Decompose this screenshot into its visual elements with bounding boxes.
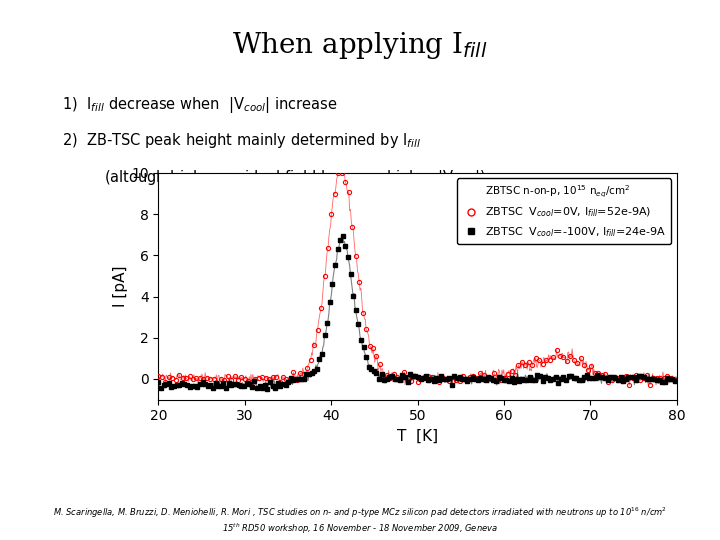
Text: M. Scaringella, M. Bruzzi, D. Meniohelli, R. Mori , TSC studies on n- and p-type: M. Scaringella, M. Bruzzi, D. Meniohelli…	[53, 505, 667, 536]
Text: 2)  ZB-TSC peak height mainly determined by I$_{fill}$: 2) ZB-TSC peak height mainly determined …	[62, 131, 421, 151]
Legend: ZBTSC n-on-p, 10$^{15}$ n$_{eq}$/cm$^2$, ZBTSC  V$_{cool}$=0V, I$_{fill}$=52e-9A: ZBTSC n-on-p, 10$^{15}$ n$_{eq}$/cm$^2$,…	[457, 178, 671, 244]
Text: (altough higher residual field because higher |V$_{cool}$|): (altough higher residual field because h…	[104, 168, 486, 188]
X-axis label: T  [K]: T [K]	[397, 429, 438, 444]
Y-axis label: I [pA]: I [pA]	[113, 266, 128, 307]
Text: 1)  I$_{fill}$ decrease when  |V$_{cool}$| increase: 1) I$_{fill}$ decrease when |V$_{cool}$|…	[62, 95, 338, 115]
Text: When applying I$_{fill}$: When applying I$_{fill}$	[232, 30, 488, 61]
